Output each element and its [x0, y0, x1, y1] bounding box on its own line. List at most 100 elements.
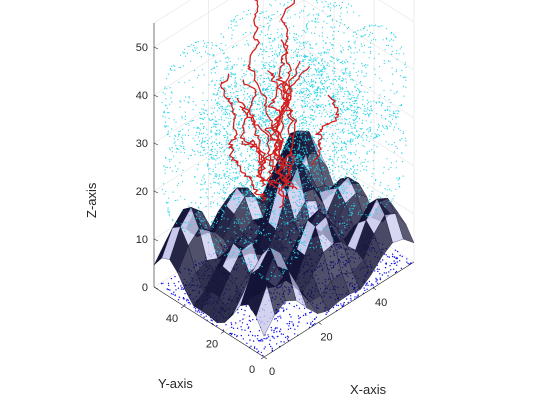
sphere-point: [304, 41, 306, 43]
sphere-point: [310, 167, 313, 169]
sphere-point: [213, 215, 216, 217]
sphere-point: [224, 177, 226, 179]
sphere-point: [344, 69, 347, 71]
sphere-point: [299, 68, 301, 70]
sphere-point: [247, 148, 249, 150]
ground-point: [234, 333, 236, 336]
sphere-point: [327, 189, 329, 191]
sphere-point: [367, 109, 369, 111]
sphere-point: [255, 70, 257, 72]
sphere-point: [399, 105, 401, 107]
sphere-point: [298, 243, 300, 245]
sphere-point: [248, 126, 250, 128]
sphere-point: [204, 109, 206, 111]
sphere-point: [285, 168, 287, 170]
sphere-point: [326, 76, 328, 78]
sphere-point: [321, 83, 324, 85]
sphere-point: [343, 185, 345, 187]
sphere-point: [384, 49, 386, 51]
sphere-point: [219, 130, 221, 132]
sphere-point: [285, 213, 287, 215]
sphere-point: [303, 106, 305, 108]
sphere-point: [240, 89, 242, 91]
sphere-point: [244, 142, 246, 144]
sphere-point: [352, 100, 354, 103]
sphere-point: [218, 241, 220, 243]
ground-point: [279, 330, 281, 332]
sphere-point: [314, 170, 316, 172]
sphere-point: [290, 170, 292, 172]
sphere-point: [201, 142, 203, 144]
sphere-point: [165, 157, 167, 159]
sphere-point: [219, 205, 221, 207]
sphere-point: [332, 237, 334, 239]
sphere-point: [365, 114, 367, 116]
sphere-point: [243, 72, 245, 75]
ground-point: [266, 337, 268, 339]
sphere-point: [285, 192, 287, 194]
sphere-point: [344, 225, 346, 227]
sphere-point: [300, 158, 302, 160]
sphere-point: [305, 55, 307, 57]
sphere-point: [280, 33, 283, 35]
sphere-point: [224, 243, 226, 246]
sphere-point: [390, 123, 392, 125]
sphere-point: [202, 147, 204, 149]
sphere-point: [249, 184, 251, 187]
box-edge: [153, 0, 191, 24]
ground-point: [249, 339, 251, 341]
ground-point: [287, 336, 290, 338]
sphere-point: [324, 209, 326, 211]
sphere-point: [269, 141, 271, 143]
sphere-point: [222, 158, 224, 160]
sphere-point: [304, 142, 306, 144]
ground-point: [393, 268, 395, 270]
sphere-point: [255, 115, 257, 117]
sphere-point: [235, 157, 237, 159]
sphere-point: [347, 162, 349, 164]
sphere-point: [222, 198, 224, 200]
sphere-point: [200, 133, 202, 135]
sphere-point: [337, 91, 339, 93]
sphere-point: [379, 184, 381, 186]
sphere-point: [230, 110, 232, 112]
sphere-point: [245, 214, 247, 216]
sphere-point: [222, 184, 224, 186]
sphere-point: [365, 166, 368, 168]
sphere-point: [333, 162, 335, 164]
sphere-point: [301, 100, 303, 102]
sphere-point: [251, 110, 253, 112]
sphere-point: [288, 211, 290, 213]
sphere-point: [212, 158, 214, 160]
sphere-point: [341, 149, 343, 151]
sphere-point: [342, 49, 345, 51]
sphere-point: [234, 185, 236, 187]
sphere-point: [297, 149, 299, 151]
sphere-point: [299, 213, 301, 215]
sphere-point: [298, 210, 300, 212]
sphere-point: [267, 198, 269, 200]
ground-point: [273, 331, 275, 334]
sphere-point: [234, 155, 236, 157]
sphere-point: [285, 137, 287, 139]
sphere-point: [384, 109, 387, 112]
sphere-point: [283, 205, 285, 207]
sphere-point: [300, 99, 302, 101]
sphere-point: [293, 231, 295, 233]
sphere-point: [258, 225, 260, 228]
sphere-point: [379, 202, 382, 204]
sphere-point: [260, 191, 262, 193]
sphere-point: [217, 178, 220, 180]
sphere-point: [341, 160, 343, 163]
sphere-point: [334, 71, 336, 73]
sphere-point: [336, 192, 338, 194]
sphere-point: [309, 238, 311, 240]
sphere-point: [257, 218, 259, 220]
sphere-point: [233, 188, 235, 190]
sphere-point: [349, 183, 351, 185]
ground-point: [311, 320, 314, 323]
sphere-point: [306, 180, 308, 182]
sphere-point: [327, 77, 329, 79]
sphere-point: [349, 108, 351, 110]
ground-point: [270, 326, 272, 329]
